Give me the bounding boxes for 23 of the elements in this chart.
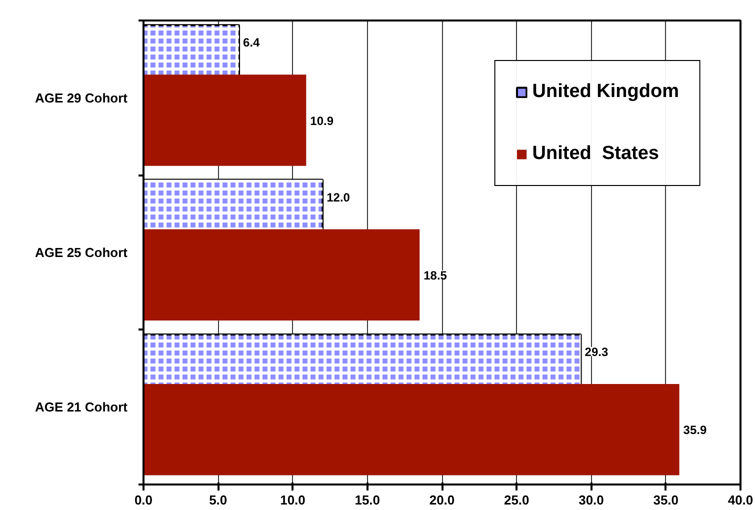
x-tick-label: 5.0: [209, 492, 228, 508]
x-tick-label: 10.0: [280, 492, 306, 508]
x-tick-label: 25.0: [504, 492, 530, 508]
x-tick-label: 0.0: [134, 492, 153, 508]
x-tick-label: 20.0: [429, 492, 455, 508]
data-label: 6.4: [243, 36, 260, 50]
y-tick-label: AGE 21 Cohort: [35, 400, 128, 415]
x-tick-label: 40.0: [728, 492, 754, 508]
x-tick-label: 30.0: [578, 492, 604, 508]
x-tick-label: 15.0: [354, 492, 380, 508]
data-label: 10.9: [310, 114, 334, 128]
y-tick-label: AGE 29 Cohort: [35, 90, 128, 106]
data-label: 35.9: [683, 423, 707, 438]
data-label: 12.0: [326, 190, 350, 204]
data-label: 29.3: [584, 344, 608, 359]
legend-label: United States: [532, 143, 659, 165]
bar: [144, 229, 420, 321]
data-label: 18.5: [424, 268, 448, 282]
legend-label: United Kingdom: [532, 81, 679, 103]
bar: [144, 384, 680, 476]
x-tick-label: 35.0: [653, 492, 679, 508]
bar: [144, 74, 306, 166]
y-tick-label: AGE 25 Cohort: [35, 245, 128, 260]
